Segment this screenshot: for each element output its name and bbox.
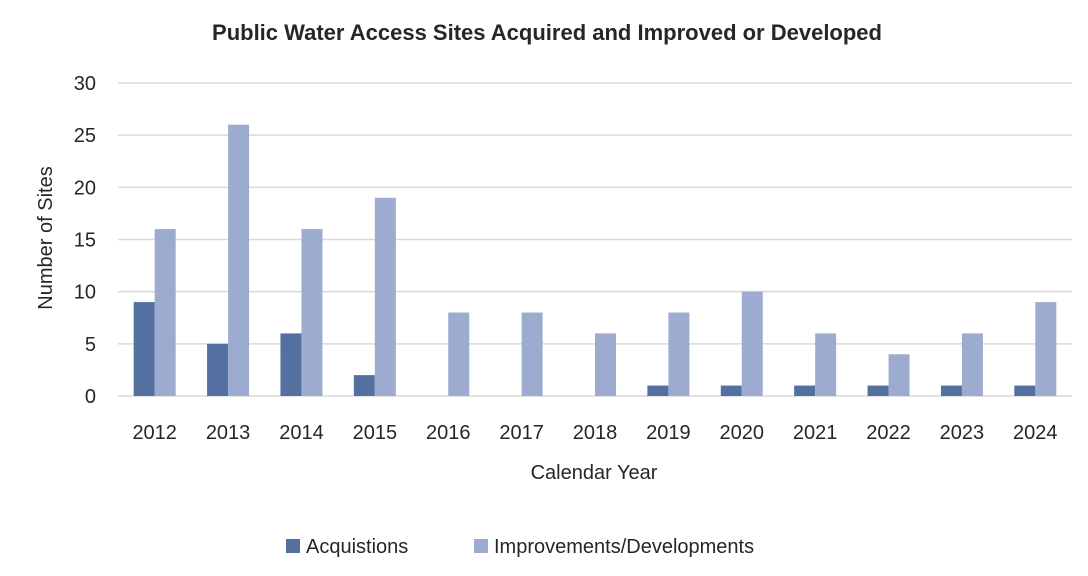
- legend: Acquistions Improvements/Developments: [286, 536, 754, 558]
- x-tick-label: 2021: [793, 422, 838, 444]
- bar-acquistions-2023: [940, 385, 962, 396]
- bar-acquistions-2014: [280, 333, 302, 396]
- bar-acquistions-2015: [353, 375, 375, 396]
- y-axis-label: Number of Sites: [35, 166, 57, 309]
- y-tick-label: 5: [85, 334, 96, 356]
- bar-acquistions-2013: [207, 343, 229, 396]
- x-axis-ticks: 2012 2013 2014 2015 2016 2017 2018 2019 2020 2021…: [132, 422, 1057, 444]
- bar-improvements-2016: [448, 312, 470, 396]
- bar-improvements-2012: [154, 229, 176, 396]
- bar-improvements-2018: [595, 333, 616, 396]
- legend-swatch-acquistions: [286, 539, 300, 553]
- x-tick-label: 2016: [426, 422, 471, 444]
- gridlines: [118, 82, 1072, 397]
- bar-improvements-2019: [668, 312, 690, 396]
- y-tick-label: 15: [74, 230, 96, 252]
- bar-improvements-2013: [228, 124, 250, 396]
- x-tick-label: 2013: [206, 422, 251, 444]
- x-tick-label: 2018: [573, 422, 618, 444]
- bar-improvements-2021: [815, 333, 837, 396]
- bar-improvements-2015: [374, 197, 396, 396]
- x-axis-label: Calendar Year: [531, 462, 658, 484]
- bar-acquistions-2019: [647, 385, 669, 396]
- bar-acquistions-2012: [133, 302, 155, 396]
- x-tick-label: 2019: [646, 422, 691, 444]
- legend-swatch-improvements: [474, 539, 488, 553]
- legend-label-acquistions: Acquistions: [306, 536, 408, 558]
- bar-acquistions-2021: [794, 385, 816, 396]
- legend-label-improvements: Improvements/Developments: [494, 536, 754, 558]
- x-tick-label: 2020: [720, 422, 765, 444]
- bar-acquistions-2020: [720, 385, 742, 396]
- bar-improvements-2024: [1035, 302, 1057, 396]
- y-tick-label: 25: [74, 125, 96, 147]
- x-tick-label: 2012: [132, 422, 177, 444]
- bar-improvements-2022: [888, 354, 910, 396]
- y-tick-label: 0: [85, 386, 96, 408]
- x-tick-label: 2014: [279, 422, 324, 444]
- y-tick-label: 20: [74, 177, 96, 199]
- y-axis-ticks: 0 5 10 15 20 25 30: [74, 73, 96, 408]
- bar-improvements-2017: [521, 312, 543, 396]
- bar-acquistions-2024: [1014, 385, 1036, 396]
- x-tick-label: 2024: [1013, 422, 1058, 444]
- x-tick-label: 2015: [353, 422, 398, 444]
- y-tick-label: 10: [74, 282, 96, 304]
- bar-improvements-2023: [961, 333, 983, 396]
- bar-improvements-2020: [741, 291, 763, 396]
- chart-title: Public Water Access Sites Acquired and I…: [212, 20, 882, 45]
- bars: [133, 124, 1057, 396]
- bar-acquistions-2022: [867, 385, 889, 396]
- x-tick-label: 2022: [866, 422, 911, 444]
- x-tick-label: 2017: [499, 422, 544, 444]
- bar-improvements-2014: [301, 229, 323, 396]
- y-tick-label: 30: [74, 73, 96, 95]
- x-tick-label: 2023: [940, 422, 985, 444]
